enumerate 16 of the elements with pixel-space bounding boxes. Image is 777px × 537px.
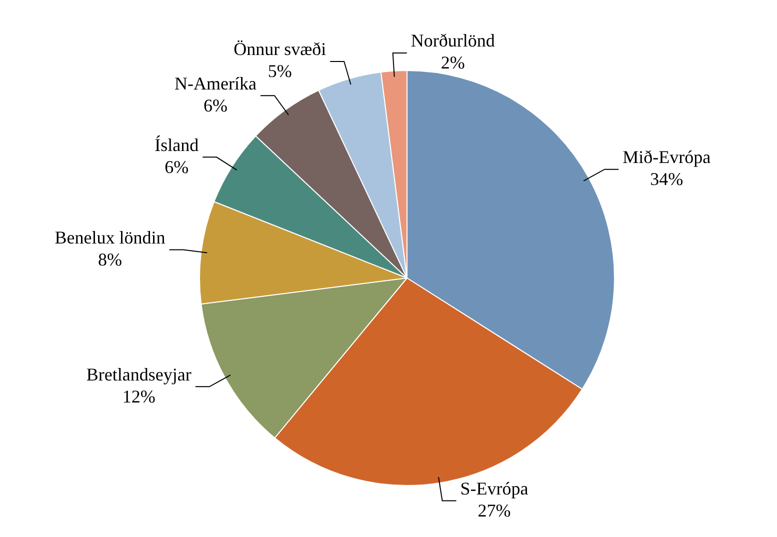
data-label: 8% xyxy=(98,249,122,270)
slice-label: Ísland xyxy=(154,134,199,155)
data-label: 5% xyxy=(268,61,292,82)
slice-label: Önnur svæði xyxy=(234,39,326,60)
slice-label: Mið-Evrópa xyxy=(622,147,711,168)
slice-label: N-Ameríka xyxy=(174,73,256,94)
slice-label: Bretlandseyjar xyxy=(86,364,192,384)
slice-label: S-Evrópa xyxy=(460,478,528,498)
slice-label: Benelux löndin xyxy=(54,227,166,248)
data-label: 34% xyxy=(650,169,684,190)
slice-label: Norðurlönd xyxy=(410,30,495,51)
data-label: 6% xyxy=(164,156,189,177)
data-label: 2% xyxy=(440,52,465,73)
data-label: 12% xyxy=(122,386,156,406)
data-label: 6% xyxy=(203,95,228,116)
data-label: 27% xyxy=(478,500,511,520)
